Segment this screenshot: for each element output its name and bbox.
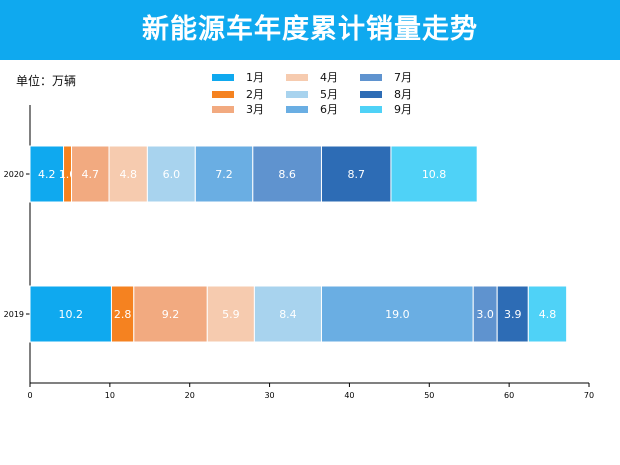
legend-label: 9月	[394, 103, 412, 116]
x-tick-label: 70	[584, 391, 594, 400]
legend-label: 8月	[394, 88, 412, 101]
legend-item-9月: 9月	[360, 102, 412, 116]
legend-label: 5月	[320, 88, 338, 101]
legend-swatch	[212, 105, 234, 113]
x-tick-label: 30	[264, 391, 274, 400]
legend-item-8月: 8月	[360, 87, 412, 101]
bar-2020-8月	[320, 145, 392, 203]
bar-2020-7月	[252, 145, 322, 203]
data-label-2019-7月: 3.0	[476, 308, 494, 321]
data-label-2020-1月: 4.2	[38, 168, 56, 181]
legend-swatch	[360, 73, 382, 81]
x-tick-label: 50	[424, 391, 434, 400]
data-label-2019-5月: 8.4	[279, 308, 297, 321]
data-label-2019-2月: 2.8	[114, 308, 132, 321]
legend-label: 4月	[320, 71, 338, 84]
bar-2019-8月	[496, 285, 529, 343]
unit-label: 单位：万辆	[16, 74, 77, 88]
data-label-2019-1月: 10.2	[58, 308, 83, 321]
legend-item-5月: 5月	[286, 87, 338, 101]
title-banner	[0, 0, 620, 60]
legend-label: 7月	[394, 71, 412, 84]
data-label-2019-8月: 3.9	[504, 308, 522, 321]
legend-swatch	[360, 105, 382, 113]
bar-2020-1月	[29, 145, 65, 203]
y-tick-label-2019: 2019	[4, 310, 24, 319]
data-label-2020-4月: 4.8	[119, 168, 137, 181]
legend-swatch	[286, 73, 308, 81]
bar-2019-4月	[206, 285, 255, 343]
data-label-2019-6月: 19.0	[385, 308, 410, 321]
legend-label: 6月	[320, 103, 338, 116]
legend-swatch	[286, 105, 308, 113]
legend-label: 2月	[246, 88, 264, 101]
x-tick-label: 20	[185, 391, 195, 400]
chart-title: 新能源车年度累计销量走势	[142, 14, 478, 45]
data-label-2020-3月: 4.7	[82, 168, 100, 181]
legend-item-6月: 6月	[286, 102, 338, 116]
legend-item-4月: 4月	[286, 70, 338, 84]
data-label-2019-4月: 5.9	[222, 308, 240, 321]
bar-2019-3月	[133, 285, 208, 343]
legend-item-3月: 3月	[212, 102, 264, 116]
x-tick-label: 0	[27, 391, 32, 400]
data-label-2020-9月: 10.8	[422, 168, 447, 181]
data-label-2019-3月: 9.2	[162, 308, 180, 321]
legend-label: 3月	[246, 103, 264, 116]
data-label-2019-9月: 4.8	[539, 308, 557, 321]
bar-2020-9月	[390, 145, 478, 203]
data-label-2020-5月: 6.0	[163, 168, 181, 181]
bar-2019-6月	[320, 285, 474, 343]
data-label-2020-8月: 8.7	[347, 168, 365, 181]
bar-2019-5月	[253, 285, 322, 343]
x-tick-label: 60	[504, 391, 514, 400]
bar-2020-3月	[71, 145, 110, 203]
y-tick-label-2020: 2020	[4, 170, 24, 179]
legend-swatch	[212, 90, 234, 98]
data-label-2020-7月: 8.6	[278, 168, 296, 181]
legend-item-7月: 7月	[360, 70, 412, 84]
legend-label: 1月	[246, 71, 264, 84]
x-tick-label: 10	[105, 391, 115, 400]
legend-swatch	[286, 90, 308, 98]
bar-2020-6月	[194, 145, 254, 203]
x-tick-label: 40	[344, 391, 354, 400]
bar-2020-4月	[108, 145, 148, 203]
data-label-2020-6月: 7.2	[215, 168, 233, 181]
legend-item-1月: 1月	[212, 70, 264, 84]
bar-2019-9月	[527, 285, 568, 343]
legend-item-2月: 2月	[212, 87, 264, 101]
legend-swatch	[360, 90, 382, 98]
legend-swatch	[212, 73, 234, 81]
bar-2019-1月	[29, 285, 112, 343]
